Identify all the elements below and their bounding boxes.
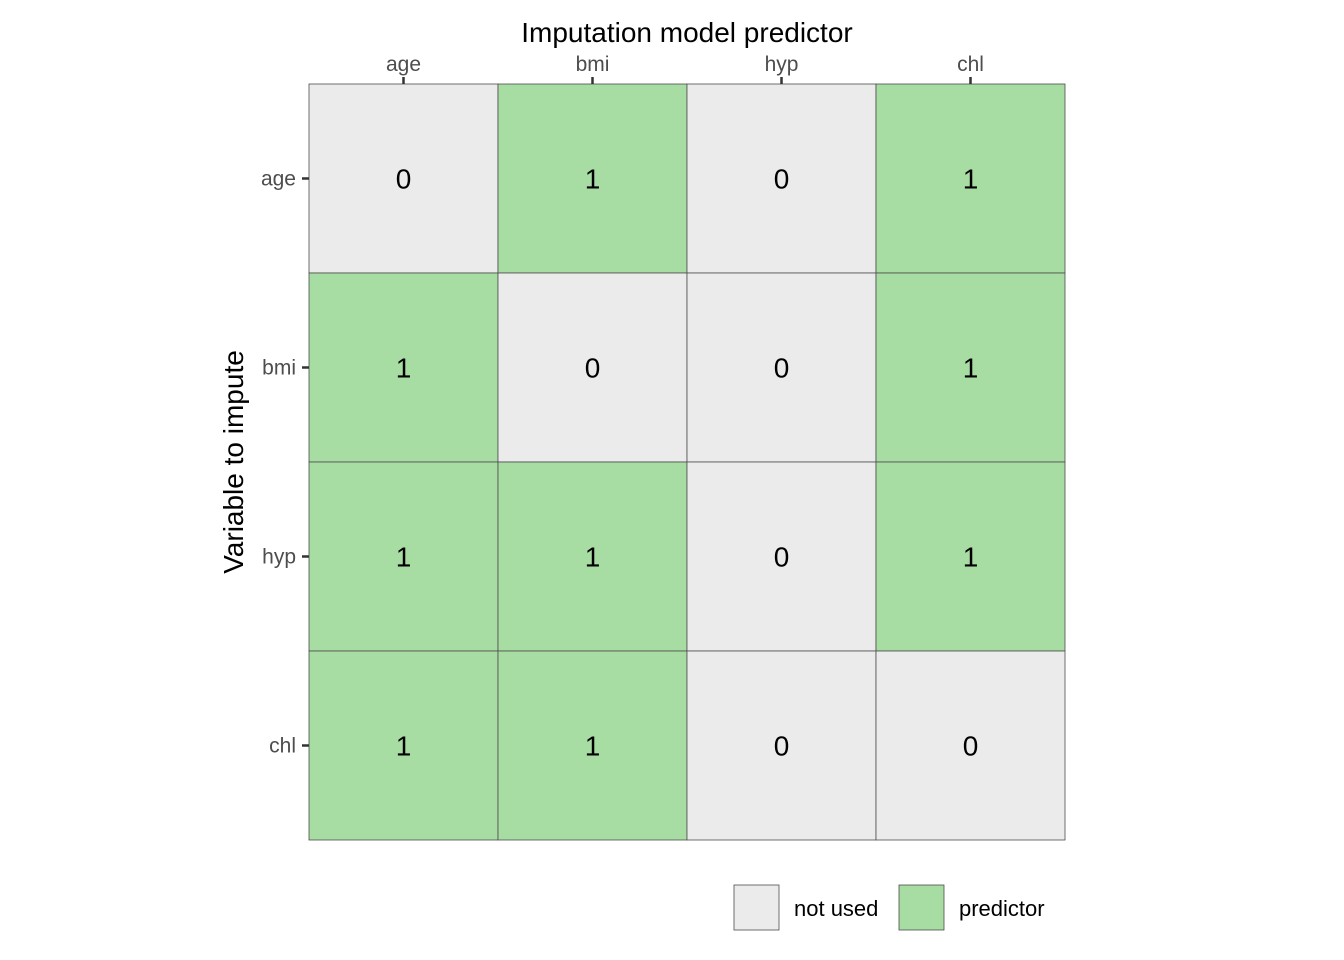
legend-key-not-used xyxy=(733,884,780,931)
heatmap-cell-chl-chl xyxy=(875,650,1066,841)
heatmap-cell-bmi-hyp xyxy=(686,272,877,463)
legend: not used predictor xyxy=(733,884,1045,931)
cell-value-label: 1 xyxy=(585,164,601,195)
cell-value-label: 1 xyxy=(963,353,979,384)
cell-value-label: 0 xyxy=(774,731,790,762)
x-axis: age bmi hyp chl xyxy=(386,53,984,84)
heatmap-cell-chl-bmi xyxy=(497,650,688,841)
y-tick-label: bmi xyxy=(262,357,296,380)
x-tick-label: age xyxy=(386,53,421,76)
cell-value-label: 0 xyxy=(774,164,790,195)
x-tick-label: hyp xyxy=(765,53,799,76)
x-axis-title: Imputation model predictor xyxy=(521,17,853,48)
y-axis-title: Variable to impute xyxy=(218,350,249,574)
y-tick-label: chl xyxy=(269,735,296,758)
cell-value-label: 0 xyxy=(963,731,979,762)
heatmap-cell-hyp-bmi xyxy=(497,461,688,652)
x-tick-label: chl xyxy=(957,53,984,76)
heatmap-cell-hyp-chl xyxy=(875,461,1066,652)
cell-value-label: 1 xyxy=(585,731,601,762)
x-tick-label: bmi xyxy=(576,53,610,76)
legend-key-predictor xyxy=(898,884,945,931)
heatmap-cell-chl-hyp xyxy=(686,650,877,841)
cell-value-label: 1 xyxy=(396,353,412,384)
cell-value-label: 1 xyxy=(585,542,601,573)
y-tick-label: hyp xyxy=(262,546,296,569)
heatmap-cell-bmi-age xyxy=(308,272,499,463)
y-tick-label: age xyxy=(261,168,296,191)
heatmap-cell-bmi-chl xyxy=(875,272,1066,463)
cell-value-label: 0 xyxy=(585,353,601,384)
legend-label: predictor xyxy=(959,896,1045,921)
heatmap-cell-age-chl xyxy=(875,83,1066,274)
heatmap-cell-chl-age xyxy=(308,650,499,841)
cell-value-label: 1 xyxy=(963,542,979,573)
heatmap-cells: 0 1 0 1 1 0 0 1 1 1 0 1 1 1 0 0 xyxy=(308,83,1066,841)
heatmap-cell-age-bmi xyxy=(497,83,688,274)
heatmap-cell-age-age xyxy=(308,83,499,274)
cell-value-label: 0 xyxy=(396,164,412,195)
cell-value-label: 1 xyxy=(963,164,979,195)
cell-value-label: 0 xyxy=(774,542,790,573)
cell-value-label: 1 xyxy=(396,542,412,573)
cell-value-label: 0 xyxy=(774,353,790,384)
cell-value-label: 1 xyxy=(396,731,412,762)
legend-label: not used xyxy=(794,896,878,921)
heatmap-cell-bmi-bmi xyxy=(497,272,688,463)
y-axis: age bmi hyp chl xyxy=(261,168,309,758)
